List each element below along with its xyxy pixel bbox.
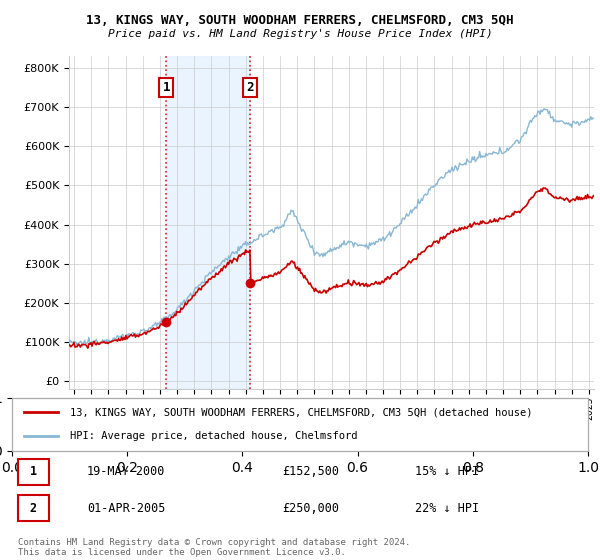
Text: £250,000: £250,000 bbox=[283, 502, 340, 515]
Text: HPI: Average price, detached house, Chelmsford: HPI: Average price, detached house, Chel… bbox=[70, 431, 357, 441]
Text: 01-APR-2005: 01-APR-2005 bbox=[87, 502, 165, 515]
Text: 2: 2 bbox=[30, 502, 37, 515]
Text: 19-MAY-2000: 19-MAY-2000 bbox=[87, 465, 165, 478]
FancyBboxPatch shape bbox=[18, 496, 49, 521]
Text: 22% ↓ HPI: 22% ↓ HPI bbox=[415, 502, 479, 515]
Text: 15% ↓ HPI: 15% ↓ HPI bbox=[415, 465, 479, 478]
Text: 2: 2 bbox=[246, 81, 254, 94]
Text: Contains HM Land Registry data © Crown copyright and database right 2024.
This d: Contains HM Land Registry data © Crown c… bbox=[18, 538, 410, 557]
Text: £152,500: £152,500 bbox=[283, 465, 340, 478]
Text: 1: 1 bbox=[163, 81, 170, 94]
Text: 13, KINGS WAY, SOUTH WOODHAM FERRERS, CHELMSFORD, CM3 5QH (detached house): 13, KINGS WAY, SOUTH WOODHAM FERRERS, CH… bbox=[70, 408, 532, 418]
Text: Price paid vs. HM Land Registry's House Price Index (HPI): Price paid vs. HM Land Registry's House … bbox=[107, 29, 493, 39]
Bar bbox=[166, 56, 250, 389]
Text: 13, KINGS WAY, SOUTH WOODHAM FERRERS, CHELMSFORD, CM3 5QH: 13, KINGS WAY, SOUTH WOODHAM FERRERS, CH… bbox=[86, 14, 514, 27]
FancyBboxPatch shape bbox=[18, 459, 49, 484]
Text: 1: 1 bbox=[30, 465, 37, 478]
